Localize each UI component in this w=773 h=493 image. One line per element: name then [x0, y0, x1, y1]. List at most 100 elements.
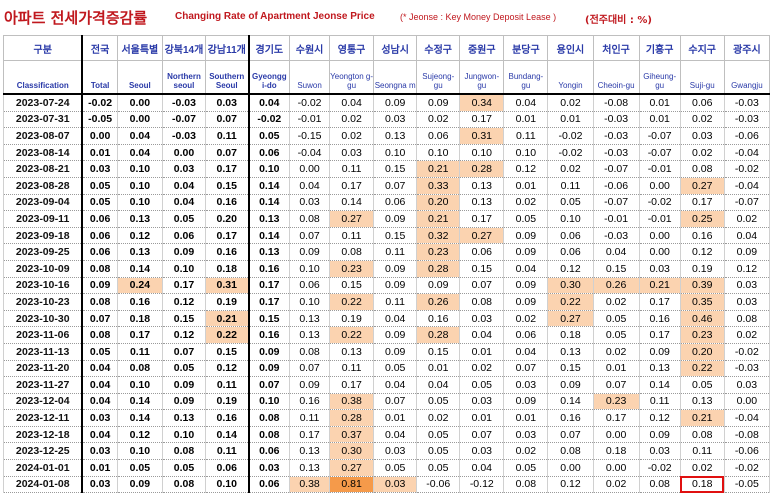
value-cell: 0.08	[116, 360, 163, 378]
value-cell: 0.13	[547, 343, 594, 361]
value-cell: 0.12	[116, 227, 163, 245]
row-date: 2023-09-25	[3, 243, 84, 261]
value-cell: 0.17	[638, 293, 681, 311]
value-cell: 0.15	[204, 343, 250, 361]
value-cell: 0.38	[289, 476, 331, 493]
value-cell: 0.25	[679, 210, 725, 228]
value-cell: 0.05	[416, 442, 461, 461]
value-cell: 0.10	[459, 144, 505, 162]
value-cell: -0.03	[592, 111, 640, 129]
value-cell: 0.23	[679, 326, 725, 344]
value-cell: 0.10	[248, 393, 291, 411]
value-cell: 0.00	[116, 94, 163, 112]
table-row: 2024-01-01 0.01 0.05 0.05 0.06 0.03 0.13 0.27 0.…	[3, 459, 771, 477]
value-cell: 0.02	[503, 310, 549, 328]
value-cell: 0.17	[161, 277, 206, 295]
value-cell: 0.22	[329, 326, 375, 344]
value-cell: -0.07	[723, 194, 771, 212]
value-cell: 0.28	[416, 326, 461, 344]
table-row: 2023-11-13 0.05 0.11 0.07 0.15 0.09 0.08 0.13 0.…	[3, 343, 771, 361]
value-cell: 0.01	[459, 343, 505, 361]
value-cell: 0.14	[547, 393, 594, 411]
value-cell: 0.10	[161, 260, 206, 278]
column-header-ko: 강북14개	[161, 35, 206, 61]
value-cell: 0.13	[116, 243, 163, 261]
column-header-ko: 성남시	[373, 35, 418, 61]
value-cell: 0.05	[416, 393, 461, 411]
value-cell: 0.03	[373, 111, 418, 129]
value-cell: -0.04	[289, 144, 331, 162]
value-cell: 0.01	[503, 409, 549, 427]
value-cell: -0.15	[289, 127, 331, 145]
value-cell: 0.18	[592, 442, 640, 461]
value-cell: 0.06	[459, 243, 505, 261]
value-cell: 0.16	[547, 409, 594, 427]
value-cell: 0.15	[373, 160, 418, 178]
value-cell: -0.02	[638, 194, 681, 212]
value-cell: -0.12	[459, 476, 505, 493]
value-cell: 0.11	[679, 442, 725, 461]
value-cell: 0.05	[248, 127, 291, 145]
value-cell: 0.03	[81, 409, 118, 427]
value-cell: 0.16	[289, 393, 331, 411]
column-header-en: Total	[81, 60, 118, 95]
value-cell: 0.01	[503, 111, 549, 129]
value-cell: 0.39	[679, 277, 725, 295]
value-cell: 0.03	[373, 442, 418, 461]
value-cell: 0.21	[204, 310, 250, 328]
value-cell: 0.02	[503, 194, 549, 212]
value-cell: 0.04	[161, 194, 206, 212]
value-cell: 0.16	[204, 194, 250, 212]
value-cell: 0.05	[547, 194, 594, 212]
value-cell: 0.00	[161, 144, 206, 162]
column-header-en: Yongin	[547, 60, 594, 95]
value-cell: -0.03	[592, 144, 640, 162]
value-cell: 0.08	[547, 442, 594, 461]
value-cell: 0.11	[204, 127, 250, 145]
value-cell: 0.12	[547, 260, 594, 278]
value-cell: 0.07	[289, 360, 331, 378]
value-cell: 0.13	[459, 177, 505, 195]
value-cell: 0.12	[679, 243, 725, 261]
value-cell: 0.17	[204, 160, 250, 178]
value-cell: 0.19	[204, 393, 250, 411]
column-header-ko: 수정구	[416, 35, 461, 61]
value-cell: 0.17	[289, 426, 331, 444]
value-cell: 0.18	[547, 326, 594, 344]
value-cell: -0.08	[723, 426, 771, 444]
value-cell: 0.19	[329, 310, 375, 328]
column-header-en: Yeongton g-gu	[329, 60, 375, 95]
value-cell: 0.28	[329, 409, 375, 427]
row-date: 2023-10-09	[3, 260, 84, 278]
value-cell: 0.14	[248, 227, 291, 245]
value-cell: 0.10	[116, 376, 163, 394]
value-cell: 0.05	[373, 360, 418, 378]
value-cell: 0.03	[459, 393, 505, 411]
value-cell: 0.14	[248, 194, 291, 212]
value-cell: 0.11	[329, 227, 375, 245]
value-cell: 0.16	[116, 293, 163, 311]
value-cell: 0.06	[248, 442, 291, 461]
value-cell: 0.30	[547, 277, 594, 295]
value-cell: 0.06	[373, 194, 418, 212]
value-cell: 0.12	[503, 160, 549, 178]
value-cell: 0.13	[459, 194, 505, 212]
value-cell: 0.08	[679, 160, 725, 178]
value-cell: 0.06	[679, 94, 725, 112]
value-cell: 0.13	[161, 409, 206, 427]
value-cell: 0.08	[161, 476, 206, 493]
value-cell: 0.30	[329, 442, 375, 461]
value-cell: 0.21	[416, 160, 461, 178]
row-date: 2023-10-30	[3, 310, 84, 328]
value-cell: 0.35	[679, 293, 725, 311]
value-cell: -0.02	[81, 94, 118, 112]
table-row: 2023-12-18 0.04 0.12 0.10 0.14 0.08 0.17 0.37 0.…	[3, 426, 771, 444]
value-cell: 0.10	[116, 177, 163, 195]
value-cell: 0.09	[373, 343, 418, 361]
value-cell: 0.22	[204, 326, 250, 344]
value-cell: 0.10	[116, 194, 163, 212]
value-cell: -0.06	[416, 476, 461, 493]
row-date: 2023-12-25	[3, 442, 84, 461]
value-cell: 0.02	[459, 360, 505, 378]
value-cell: 0.07	[161, 343, 206, 361]
